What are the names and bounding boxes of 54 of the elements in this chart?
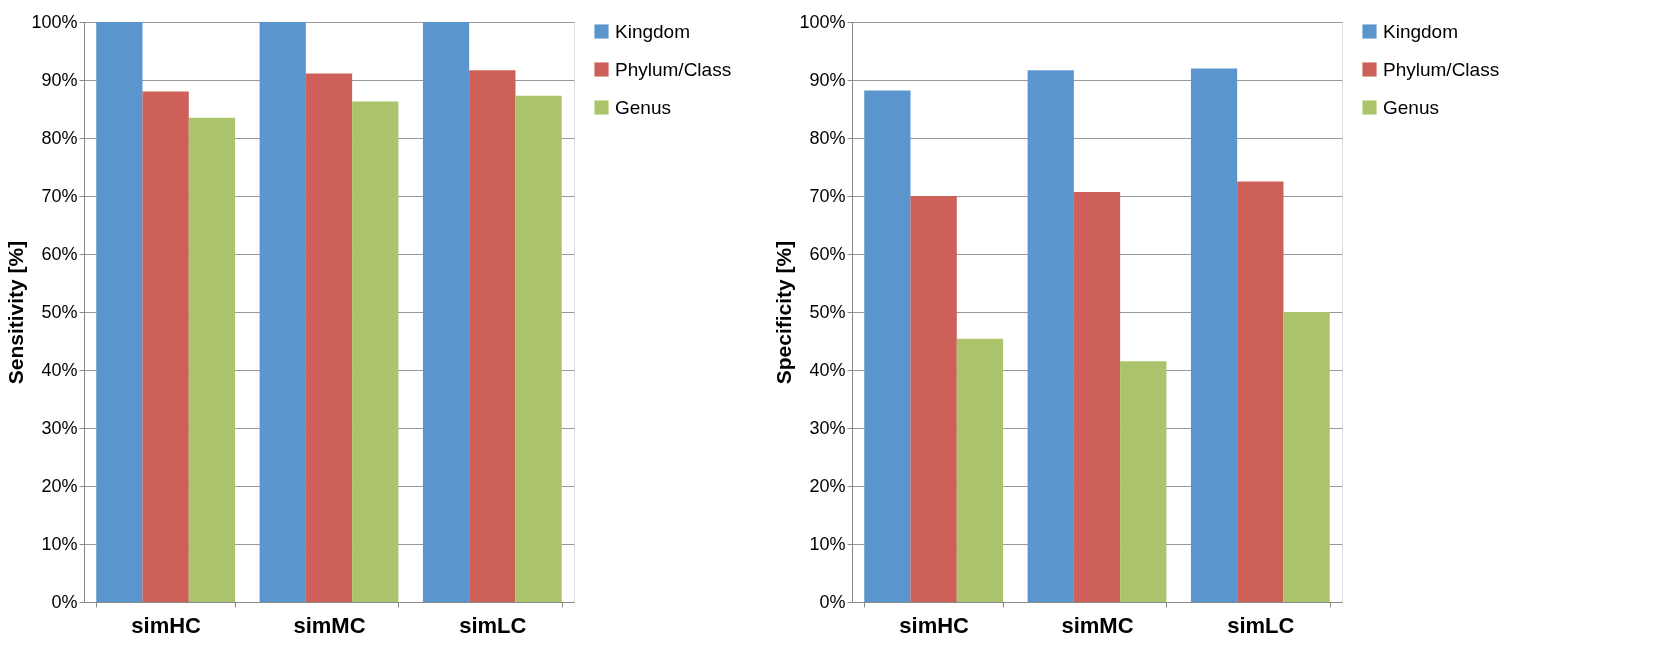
y-tick-label: 50% — [41, 301, 78, 322]
y-tick-label: 0% — [819, 591, 846, 612]
legend-label: Genus — [615, 96, 671, 118]
bar — [188, 117, 236, 602]
legend-label: Phylum/Class — [1383, 58, 1500, 80]
bar — [910, 196, 957, 602]
y-tick-label: 60% — [809, 243, 846, 264]
x-tick-label: simMC — [293, 612, 366, 638]
y-tick-label: 90% — [41, 69, 78, 90]
y-tick-label: 80% — [41, 127, 78, 148]
y-tick-label: 60% — [41, 243, 78, 264]
y-tick-label: 20% — [809, 475, 846, 496]
legend-label: Phylum/Class — [615, 58, 732, 80]
y-tick-label: 30% — [41, 417, 78, 438]
bar — [1120, 361, 1167, 602]
y-tick-label: 100% — [799, 11, 846, 32]
bar — [1283, 312, 1330, 602]
y-tick-label: 90% — [809, 69, 846, 90]
x-tick-label: simHC — [899, 612, 970, 638]
bar — [1190, 68, 1238, 602]
y-tick-label: 50% — [809, 301, 846, 322]
y-tick-label: 10% — [41, 533, 78, 554]
x-tick-label: simMC — [1061, 612, 1134, 638]
y-axis-title: Sensitivity [%] — [4, 240, 28, 385]
y-tick-label: 30% — [809, 417, 846, 438]
bar — [469, 70, 516, 602]
bar — [864, 90, 911, 602]
bar — [956, 338, 1004, 602]
legend-label: Kingdom — [1383, 20, 1458, 42]
legend-label: Kingdom — [615, 20, 690, 42]
x-tick-label: simHC — [131, 612, 202, 638]
y-tick-label: 20% — [41, 475, 78, 496]
y-tick-label: 40% — [809, 359, 846, 380]
legend-label: Genus — [1383, 96, 1439, 118]
y-tick-label: 80% — [809, 127, 846, 148]
bar — [305, 73, 353, 602]
x-tick-label: simLC — [459, 612, 527, 638]
bar — [1073, 191, 1121, 602]
bar — [352, 101, 399, 602]
bar — [142, 91, 189, 602]
x-tick-label: simLC — [1227, 612, 1295, 638]
y-tick-label: 40% — [41, 359, 78, 380]
bar — [1237, 181, 1284, 602]
bar — [96, 22, 143, 602]
y-tick-label: 100% — [31, 11, 78, 32]
bar — [422, 22, 470, 602]
y-tick-label: 10% — [809, 533, 846, 554]
bar — [1027, 70, 1074, 602]
y-axis-title: Specificity [%] — [772, 240, 796, 385]
y-tick-label: 70% — [41, 185, 78, 206]
y-tick-label: 70% — [809, 185, 846, 206]
bar — [515, 95, 562, 602]
bar — [259, 22, 306, 602]
y-tick-label: 0% — [51, 591, 78, 612]
